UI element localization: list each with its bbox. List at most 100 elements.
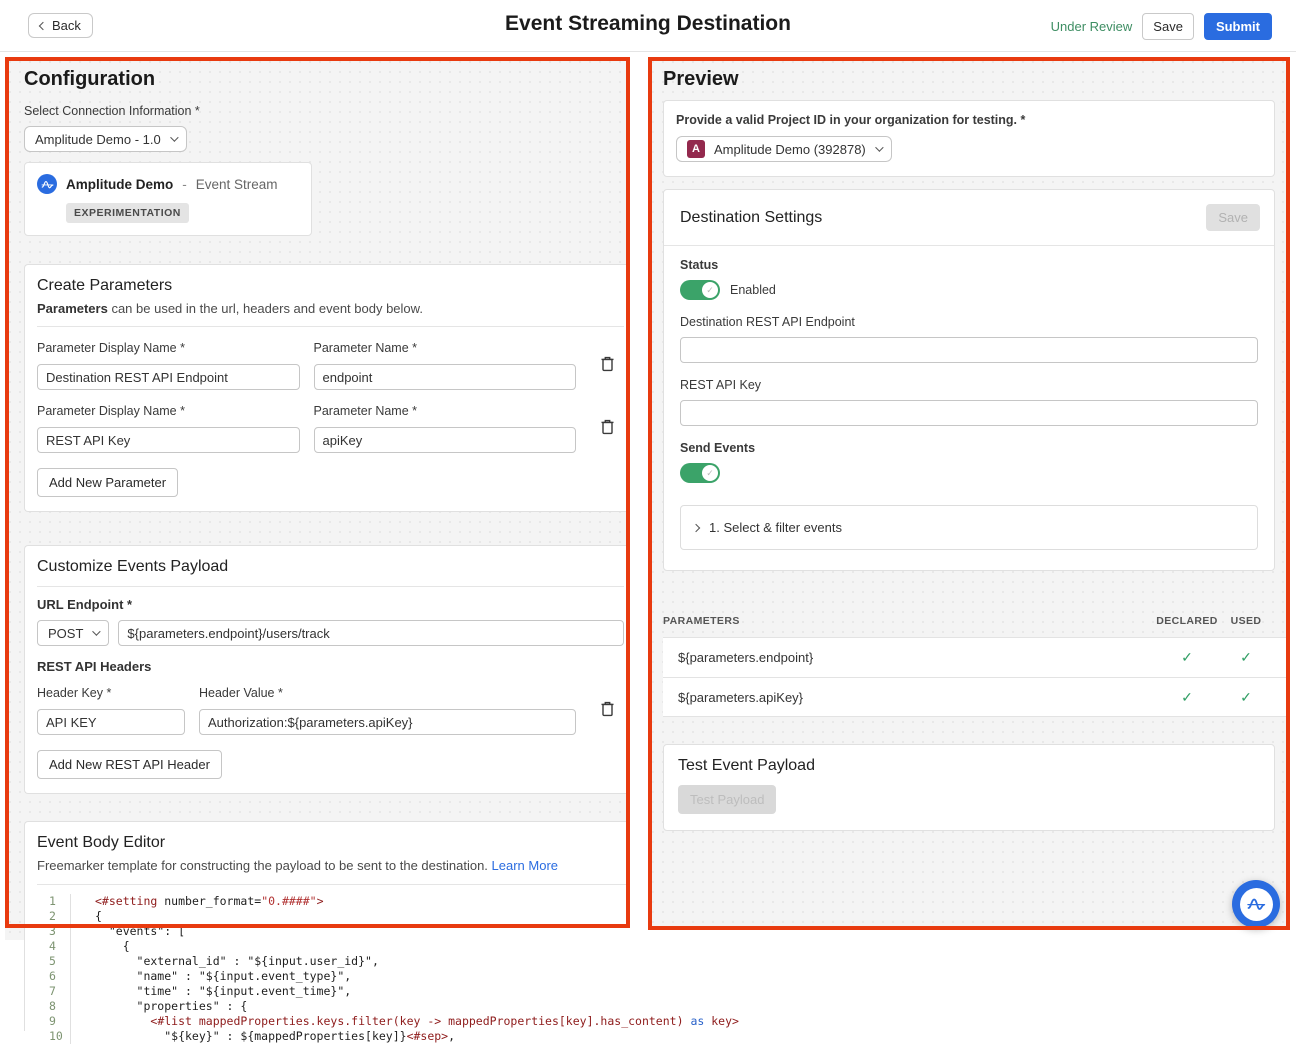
col-declared: DECLARED — [1156, 615, 1218, 627]
parameter-name-input[interactable] — [313, 364, 576, 390]
url-endpoint-row: POST — [37, 620, 624, 646]
header-key-input[interactable] — [37, 709, 185, 735]
delete-parameter-button[interactable] — [590, 354, 624, 377]
trash-icon — [601, 701, 613, 717]
code-line: 3 "events": [ — [37, 924, 630, 939]
test-event-payload-card: Test Event Payload Test Payload — [663, 744, 1275, 831]
divider — [664, 245, 1274, 246]
send-events-toggle[interactable]: ✓ — [680, 463, 720, 483]
display-name-input[interactable] — [37, 427, 300, 453]
learn-more-link[interactable]: Learn More — [491, 858, 559, 873]
status-badge: Under Review — [1050, 18, 1133, 34]
declared-check-icon: ✓ — [1181, 649, 1193, 665]
url-endpoint-input[interactable] — [118, 620, 624, 646]
page-title: Event Streaming Destination — [505, 12, 791, 35]
table-row: ${parameters.apiKey} ✓ ✓ — [663, 677, 1290, 717]
customize-payload-card: Customize Events Payload URL Endpoint * … — [24, 545, 630, 794]
add-new-header-button[interactable]: Add New REST API Header — [37, 750, 222, 779]
test-payload-button[interactable]: Test Payload — [678, 785, 777, 814]
chevron-down-icon — [874, 143, 884, 152]
parameter-name: ${parameters.endpoint} — [678, 650, 814, 665]
project-avatar: A — [687, 140, 705, 158]
select-filter-events-section[interactable]: 1. Select & filter events — [680, 505, 1258, 550]
display-name-label: Parameter Display Name * — [37, 341, 185, 355]
test-event-payload-title: Test Event Payload — [678, 757, 815, 774]
parameter-name-input[interactable] — [313, 427, 576, 453]
parameter-name-label: Parameter Name * — [313, 341, 418, 355]
experimentation-badge: EXPERIMENTATION — [66, 203, 189, 223]
top-bar: Back Event Streaming Destination Under R… — [0, 0, 1296, 52]
status-toggle[interactable]: ✓ — [680, 280, 720, 300]
connection-select[interactable]: Amplitude Demo - 1.0 — [24, 126, 187, 152]
code-line: 9 <#list mappedProperties.keys.filter(ke… — [37, 1014, 739, 1029]
event-body-editor-title: Event Body Editor — [37, 834, 166, 851]
top-actions: Under Review Save Submit — [1051, 0, 1272, 52]
editor-subtitle: Freemarker template for constructing the… — [37, 858, 559, 873]
declared-check-icon: ✓ — [1181, 688, 1193, 705]
parameter-row: Parameter Display Name * Parameter Name … — [37, 404, 624, 453]
configuration-heading: Configuration — [24, 68, 156, 90]
trash-icon — [601, 419, 613, 435]
project-select[interactable]: A Amplitude Demo (392878) — [676, 136, 892, 162]
used-check-icon: ✓ — [1240, 649, 1252, 665]
save-button[interactable]: Save — [1142, 12, 1194, 40]
parameters-table-header: PARAMETERS DECLARED USED — [663, 615, 1290, 637]
configuration-panel: Configuration Select Connection Informat… — [5, 57, 739, 1044]
header-row: Header Key * Header Value * — [37, 686, 624, 735]
divider — [37, 884, 630, 885]
back-button[interactable]: Back — [28, 13, 93, 38]
header-value-input[interactable] — [199, 709, 576, 735]
code-line: 2{ — [37, 909, 630, 924]
status-label: Status — [680, 258, 719, 272]
trash-icon — [601, 356, 613, 372]
code-line: 7 "time" : "${input.event_time}", — [37, 984, 630, 999]
display-name-input[interactable] — [37, 364, 300, 390]
send-events-label: Send Events — [680, 441, 756, 455]
connection-select-value: Amplitude Demo - 1.0 — [35, 131, 161, 147]
connection-label: Select Connection Information * — [24, 104, 200, 118]
code-editor[interactable]: 1 <#setting number_format="0.####"> 2{3 "e… — [37, 894, 739, 1044]
chevron-down-icon — [169, 133, 179, 142]
used-check-icon: ✓ — [1240, 688, 1252, 705]
parameter-name-label: Parameter Name * — [313, 404, 418, 418]
add-new-parameter-button[interactable]: Add New Parameter — [37, 468, 179, 497]
code-line: 8 "properties" : { — [37, 999, 630, 1014]
toggle-check-icon: ✓ — [702, 465, 718, 481]
create-parameters-title: Create Parameters — [37, 277, 173, 294]
chevron-right-icon — [691, 523, 701, 532]
select-filter-events-label: 1. Select & filter events — [709, 520, 842, 535]
submit-button[interactable]: Submit — [1203, 12, 1272, 40]
amplitude-logo-icon — [1239, 887, 1273, 921]
parameter-row: Parameter Display Name * Parameter Name … — [37, 341, 624, 390]
rest-api-headers-label: REST API Headers — [37, 659, 152, 674]
project-label: Provide a valid Project ID in your organ… — [676, 113, 1026, 127]
delete-parameter-button[interactable] — [590, 417, 624, 440]
parameters-table: PARAMETERS DECLARED USED ${parameters.en… — [663, 615, 1290, 717]
toggle-check-icon: ✓ — [702, 282, 718, 298]
code-line: 4 { — [37, 939, 630, 954]
http-method-select[interactable]: POST — [37, 620, 110, 646]
header-value-label: Header Value * — [199, 686, 283, 700]
destination-settings-header: Destination Settings Save — [664, 190, 1274, 245]
chevron-down-icon — [92, 627, 102, 636]
header-key-label: Header Key * — [37, 686, 112, 700]
amplitude-logo-icon — [37, 174, 57, 194]
delete-header-button[interactable] — [590, 699, 624, 722]
url-endpoint-label: URL Endpoint * — [37, 597, 133, 612]
amplitude-assistant-button[interactable] — [1232, 880, 1280, 928]
code-line: 10 "${key}" : ${mappedProperties[key]}<#… — [37, 1029, 630, 1044]
api-key-label: REST API Key — [680, 378, 762, 392]
project-select-value: Amplitude Demo (392878) — [714, 141, 866, 157]
destination-settings-card: Destination Settings Save Status ✓ Enabl… — [663, 189, 1275, 571]
settings-save-button[interactable]: Save — [1206, 204, 1260, 231]
http-method-value: POST — [48, 625, 84, 641]
project-card: Provide a valid Project ID in your organ… — [663, 100, 1275, 177]
create-parameters-card: Create Parameters Parameters can be used… — [24, 264, 630, 512]
api-key-input[interactable] — [680, 400, 1258, 426]
preview-panel: Preview Provide a valid Project ID in yo… — [648, 57, 1290, 930]
divider — [37, 586, 624, 587]
endpoint-label: Destination REST API Endpoint — [680, 315, 855, 329]
connection-separator: - — [182, 176, 187, 192]
display-name-label: Parameter Display Name * — [37, 404, 185, 418]
endpoint-input[interactable] — [680, 337, 1258, 363]
